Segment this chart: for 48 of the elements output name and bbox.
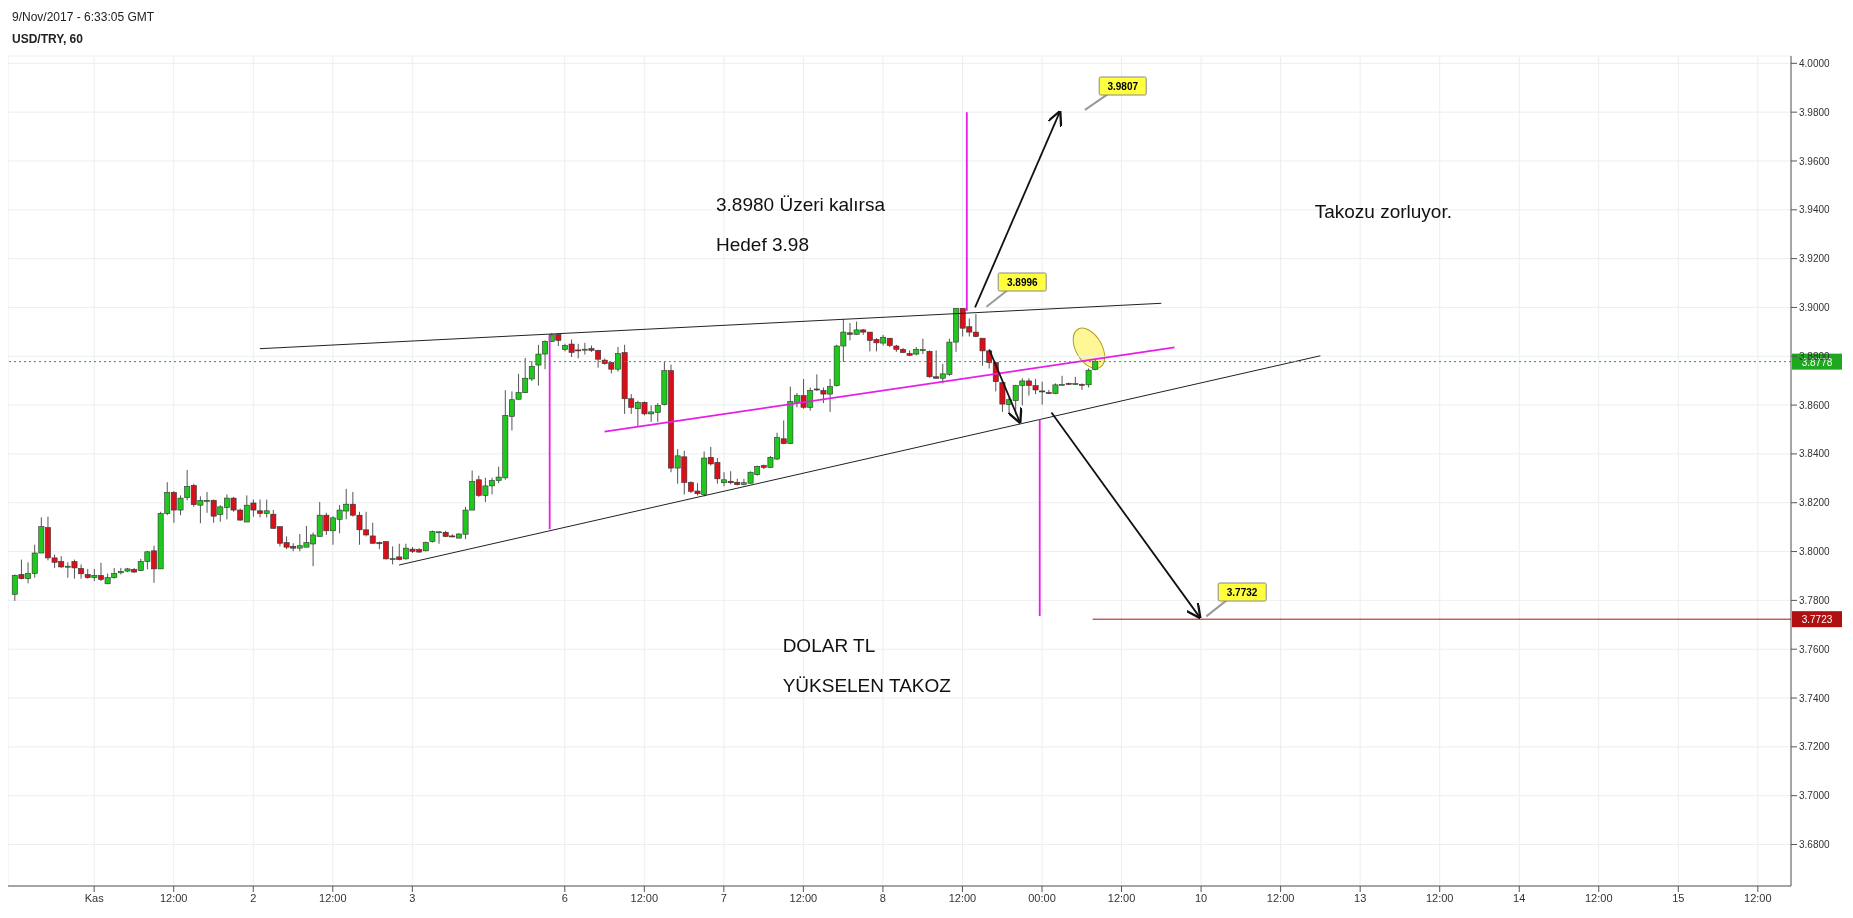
x-tick-label: Kas [84,891,105,904]
y-tick-label: 3.7800 [1799,594,1831,606]
annotation: DOLAR TL [782,635,876,658]
y-tick-label: 3.7600 [1799,643,1831,655]
x-tick-label: 12:00 [319,891,347,904]
y-tick-label: 3.9800 [1799,106,1831,118]
annotation: 3.8980 Üzeri kalırsa [716,193,885,216]
y-tick-label: 3.9200 [1799,253,1831,265]
x-tick-label: 13 [1354,891,1367,904]
y-tick-label: 3.8200 [1799,497,1831,509]
x-tick-label: 12:00 [1266,891,1295,904]
y-tick-label: 3.7400 [1799,692,1831,704]
annotation: 3.7732 [1217,582,1267,602]
x-tick-label: 12:00 [789,891,818,904]
x-tick-label: 12:00 [630,891,659,904]
x-tick-label: 12:00 [1585,891,1613,904]
x-tick-label: 12:00 [948,891,977,904]
annotation: Takozu zorluyor. [1314,200,1452,223]
y-tick-label: 3.7000 [1799,790,1831,802]
annotation: 3.8996 [998,272,1047,292]
y-tick-label: 4.0000 [1799,57,1831,69]
x-tick-label: 3 [409,891,416,904]
x-tick-label: 15 [1672,891,1685,904]
x-tick-label: 2 [250,891,257,904]
ref-line-label: 3.7723 [1801,614,1833,626]
x-tick-label: 8 [879,891,886,904]
chart-title: USD/TRY, 60 [12,32,83,46]
x-tick-label: 00:00 [1028,891,1056,904]
chart-subtitle: 9/Nov/2017 - 6:33:05 GMT [12,10,155,24]
x-tick-label: 12:00 [1107,891,1136,904]
y-tick-label: 3.8400 [1799,448,1831,460]
y-tick-label: 3.8600 [1799,399,1831,411]
x-tick-label: 10 [1194,891,1208,904]
y-tick-label: 3.9000 [1799,301,1831,313]
y-tick-label: 3.9600 [1799,155,1831,167]
y-tick-label: 3.8000 [1799,546,1831,558]
y-tick-label: 3.9400 [1799,204,1831,216]
x-tick-label: 12:00 [159,891,188,904]
x-tick-label: 12:00 [1744,891,1772,904]
y-tick-label: 3.6800 [1799,839,1831,851]
annotation: YÜKSELEN TAKOZ [782,674,951,697]
x-tick-label: 6 [561,891,568,904]
y-tick-label: 3.7200 [1799,741,1831,753]
x-tick-label: 7 [720,891,727,904]
annotation: Hedef 3.98 [716,234,809,257]
x-tick-label: 12:00 [1425,891,1454,904]
x-tick-label: 14 [1513,891,1526,904]
annotation: 3.9807 [1098,76,1148,96]
